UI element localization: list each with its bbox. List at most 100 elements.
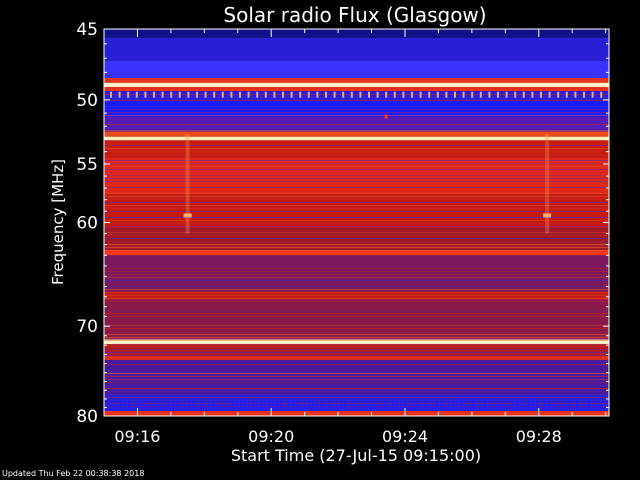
frequency-band <box>104 101 609 118</box>
interference-tick <box>497 91 499 98</box>
noise-spike <box>588 397 590 411</box>
noise-spike <box>544 399 546 411</box>
interference-tick <box>540 91 542 98</box>
noise-spike <box>328 402 330 411</box>
noise-spike <box>432 406 434 411</box>
interference-tick <box>462 91 465 98</box>
noise-spike <box>444 405 446 411</box>
texture-streak <box>104 94 609 95</box>
interference-tick <box>368 91 370 98</box>
burst-spot <box>183 213 192 218</box>
noise-spike <box>196 405 198 411</box>
texture-streak <box>104 166 609 167</box>
noise-spike <box>208 400 210 411</box>
noise-spike <box>236 399 238 411</box>
interference-tick <box>471 91 474 98</box>
texture-streak <box>104 373 609 374</box>
noise-spike <box>428 404 430 411</box>
texture-streak <box>104 400 609 401</box>
noise-spike <box>284 406 286 411</box>
texture-streak <box>104 244 609 245</box>
noise-spike <box>384 401 386 411</box>
noise-spike <box>416 401 418 411</box>
noise-spike <box>392 399 394 411</box>
interference-tick <box>247 91 250 98</box>
noise-spike <box>420 404 422 411</box>
x-tick-label: 09:24 <box>382 427 428 446</box>
texture-streak <box>104 130 609 131</box>
texture-streak <box>104 337 609 338</box>
noise-spike <box>552 403 554 411</box>
interference-tick <box>600 91 603 98</box>
interference-tick <box>196 91 198 98</box>
noise-spike <box>500 403 502 411</box>
noise-spike <box>176 399 178 411</box>
interference-tick <box>325 91 327 98</box>
texture-streak <box>104 205 609 206</box>
noise-spike <box>120 399 122 411</box>
noise-spike <box>172 402 174 411</box>
noise-spike <box>548 402 550 411</box>
noise-spike <box>340 398 342 411</box>
interference-tick <box>565 91 568 98</box>
frequency-band <box>104 131 609 137</box>
texture-streak <box>104 178 609 179</box>
noise-spike <box>144 405 146 411</box>
frequency-band <box>104 77 609 83</box>
noise-spike <box>464 405 466 411</box>
y-tick-label: 55 <box>76 155 98 175</box>
texture-streak <box>104 124 609 125</box>
texture-streak <box>104 127 609 128</box>
noise-spike <box>280 397 282 411</box>
noise-spike <box>216 406 218 411</box>
noise-spike <box>364 398 366 411</box>
texture-streak <box>104 349 609 350</box>
noise-spike <box>400 399 402 411</box>
texture-streak <box>104 286 609 287</box>
noise-spike <box>496 401 498 411</box>
noise-spike <box>240 398 242 411</box>
noise-spike <box>348 405 350 411</box>
y-tick-label: 70 <box>76 317 98 337</box>
texture-streak <box>104 394 609 395</box>
noise-spike <box>572 406 574 411</box>
interference-tick <box>282 91 284 98</box>
noise-spike <box>200 400 202 411</box>
texture-streak <box>104 379 609 380</box>
y-tick-label: 45 <box>76 20 98 40</box>
texture-streak <box>104 193 609 194</box>
interference-tick <box>583 91 585 98</box>
interference-tick <box>230 91 233 98</box>
interference-tick <box>479 91 482 98</box>
texture-streak <box>104 364 609 365</box>
interference-tick <box>385 91 388 98</box>
chart-title: Solar radio Flux (Glasgow) <box>223 3 486 27</box>
interference-tick <box>144 91 147 98</box>
interference-tick <box>522 91 525 98</box>
texture-streak <box>104 115 609 116</box>
interference-tick <box>204 91 207 98</box>
texture-streak <box>104 196 609 197</box>
noise-spike <box>512 400 514 411</box>
texture-streak <box>104 271 609 272</box>
texture-streak <box>104 145 609 146</box>
noise-spike <box>448 401 450 411</box>
texture-streak <box>104 97 609 98</box>
texture-streak <box>104 310 609 311</box>
texture-streak <box>104 376 609 377</box>
interference-tick <box>187 91 190 98</box>
noise-spike <box>272 397 274 411</box>
axes: 45 50 55 60 70 80 09:16 09:20 09:24 09:28 <box>76 20 610 446</box>
texture-streak <box>104 175 609 176</box>
frequency-band <box>104 255 609 292</box>
noise-spike <box>488 404 490 411</box>
noise-spike <box>192 397 194 411</box>
interference-tick <box>307 91 310 98</box>
frequency-band <box>104 193 609 229</box>
y-tick-label: 80 <box>76 407 98 427</box>
x-tick-label: 09:28 <box>516 427 562 446</box>
noise-spike <box>300 404 302 411</box>
noise-spike <box>388 405 390 411</box>
frequency-band <box>104 410 609 416</box>
